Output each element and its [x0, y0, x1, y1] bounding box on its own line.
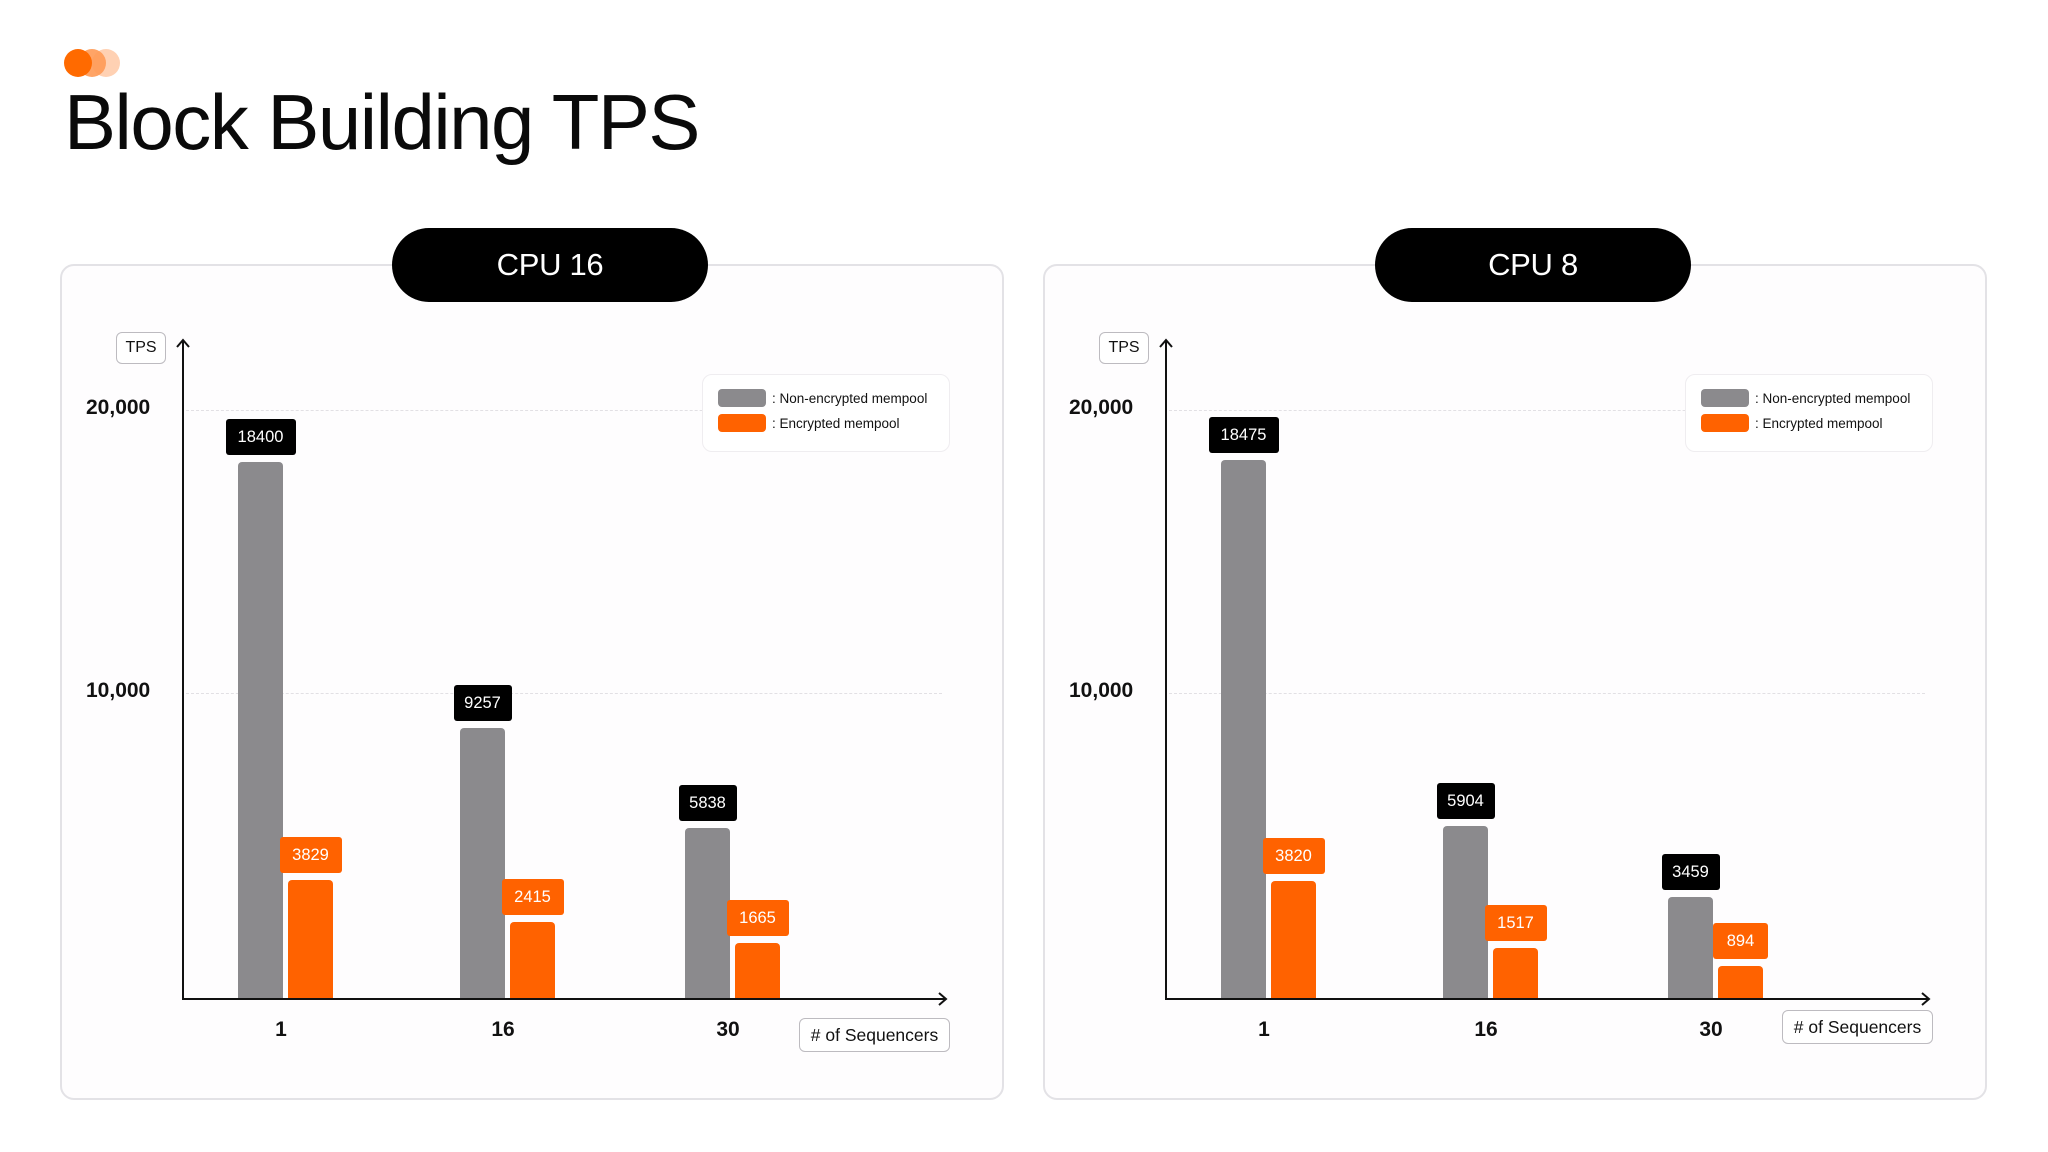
chart-panel-cpu-16: CPU 16 TPS 20,000 10,000 : Non-encrypted…: [60, 228, 1004, 1100]
value-label-encrypted: 3820: [1262, 838, 1325, 874]
y-axis-label-text: TPS: [1108, 339, 1140, 356]
x-axis-label: # of Sequencers: [1782, 1010, 1933, 1044]
legend-swatch-grey: [1701, 389, 1749, 407]
legend-label: : Encrypted mempool: [772, 415, 900, 431]
bar-non-encrypted: [1221, 460, 1266, 998]
y-axis-label-text: TPS: [125, 339, 157, 356]
bar-non-encrypted: [1443, 826, 1488, 998]
x-axis-label: # of Sequencers: [799, 1018, 950, 1052]
legend-swatch-orange: [1701, 414, 1749, 432]
chart-title: CPU 16: [496, 247, 604, 282]
value-label-encrypted: 1517: [1484, 905, 1547, 941]
legend-label: : Non-encrypted mempool: [772, 390, 928, 406]
chart-legend: : Non-encrypted mempool : Encrypted memp…: [702, 374, 950, 452]
x-axis-line: [182, 998, 946, 1000]
y-axis-line: [1165, 340, 1167, 1000]
arrow-right-icon: [1921, 992, 1931, 1006]
x-axis-label-text: # of Sequencers: [810, 1024, 939, 1045]
y-tick-label: 20,000: [86, 396, 151, 419]
y-axis-line: [182, 340, 184, 1000]
y-tick-label: 20,000: [1069, 396, 1134, 419]
legend-item-non-encrypted: : Non-encrypted mempool: [1701, 389, 1910, 407]
x-tick-label: 1: [1258, 1018, 1270, 1041]
brand-logo: [64, 49, 124, 77]
arrow-up-icon: [176, 338, 190, 348]
legend-item-non-encrypted: : Non-encrypted mempool: [718, 389, 927, 407]
arrow-right-icon: [938, 992, 948, 1006]
bar-non-encrypted: [460, 728, 505, 998]
legend-swatch-orange: [718, 414, 766, 432]
value-label-encrypted: 3829: [279, 837, 342, 873]
x-tick-label: 1: [275, 1018, 287, 1041]
y-tick-label: 10,000: [86, 679, 151, 702]
logo-dot-icon: [64, 49, 92, 77]
chart-panel-cpu-8: CPU 8 TPS 20,000 10,000 : Non-encrypted …: [1043, 228, 1987, 1100]
x-tick-label: 16: [1474, 1018, 1498, 1041]
bar-encrypted: [288, 880, 333, 998]
bar-encrypted: [1493, 948, 1538, 998]
y-axis-label: TPS: [116, 332, 166, 364]
bar-encrypted: [1271, 881, 1316, 998]
bar-encrypted: [1718, 966, 1763, 998]
value-label-encrypted: 2415: [501, 879, 564, 915]
chart-legend: : Non-encrypted mempool : Encrypted memp…: [1685, 374, 1933, 452]
gridline-10000: [1169, 693, 1925, 694]
legend-label: : Non-encrypted mempool: [1755, 390, 1911, 406]
x-axis-label-text: # of Sequencers: [1793, 1016, 1922, 1037]
value-label-non-encrypted: 5838: [678, 785, 737, 821]
bar-encrypted: [735, 943, 780, 998]
gridline-10000: [186, 693, 942, 694]
chart-title-pill: CPU 8: [1375, 228, 1691, 302]
legend-label: : Encrypted mempool: [1755, 415, 1883, 431]
page-title: Block Building TPS: [64, 78, 700, 166]
chart-title-pill: CPU 16: [392, 228, 708, 302]
value-label-non-encrypted: 18400: [225, 419, 296, 455]
gridline-20000: [186, 410, 942, 411]
x-tick-label: 16: [491, 1018, 515, 1041]
value-label-non-encrypted: 18475: [1208, 417, 1279, 453]
arrow-up-icon: [1159, 338, 1173, 348]
y-tick-label: 10,000: [1069, 679, 1134, 702]
chart-title: CPU 8: [1488, 247, 1578, 282]
x-axis-line: [1165, 998, 1929, 1000]
bar-encrypted: [510, 922, 555, 998]
value-label-encrypted: 894: [1713, 923, 1768, 959]
bar-non-encrypted: [238, 462, 283, 998]
x-tick-label: 30: [1699, 1018, 1723, 1041]
bar-non-encrypted: [1668, 897, 1713, 998]
value-label-non-encrypted: 3459: [1661, 854, 1720, 890]
legend-swatch-grey: [718, 389, 766, 407]
y-axis-label: TPS: [1099, 332, 1149, 364]
bar-non-encrypted: [685, 828, 730, 998]
value-label-encrypted: 1665: [726, 900, 789, 936]
gridline-20000: [1169, 410, 1925, 411]
value-label-non-encrypted: 5904: [1436, 783, 1495, 819]
x-tick-label: 30: [716, 1018, 740, 1041]
value-label-non-encrypted: 9257: [453, 685, 512, 721]
legend-item-encrypted: : Encrypted mempool: [1701, 414, 1883, 432]
legend-item-encrypted: : Encrypted mempool: [718, 414, 900, 432]
